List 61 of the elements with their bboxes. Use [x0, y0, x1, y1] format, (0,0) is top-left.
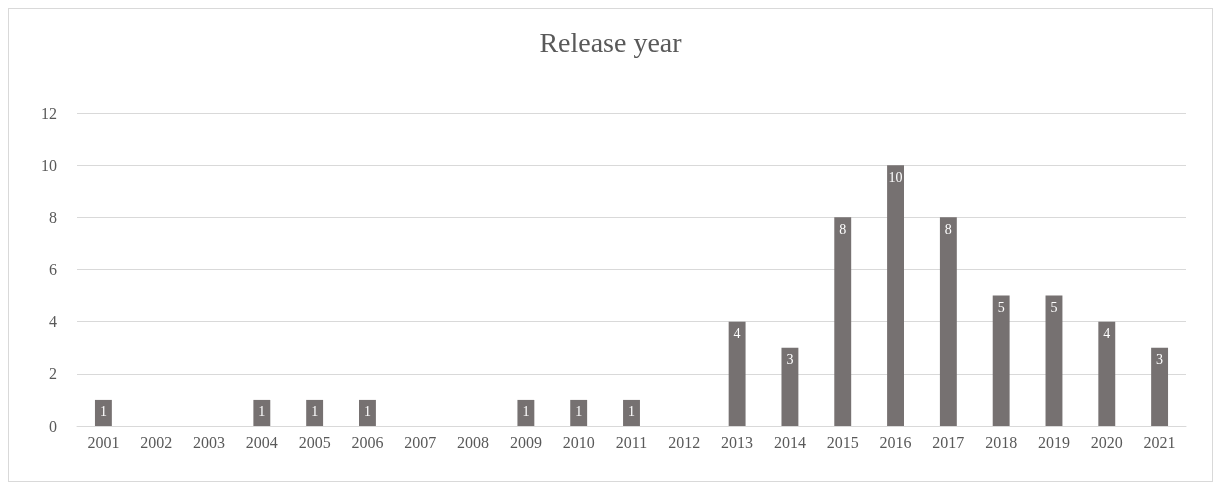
chart-title: Release year: [539, 26, 683, 58]
bar: [781, 347, 799, 426]
x-tick-label: 2006: [351, 433, 384, 451]
y-tick-label: 4: [49, 313, 57, 331]
x-tick-label: 2008: [457, 433, 490, 451]
data-label: 1: [311, 404, 319, 420]
y-tick-label: 10: [41, 156, 57, 174]
y-tick-label: 6: [49, 261, 57, 278]
data-label: 5: [1050, 300, 1058, 316]
bar: [992, 295, 1010, 426]
bar: [728, 321, 746, 426]
bar: [253, 399, 271, 426]
x-tick-label: 2002: [140, 433, 173, 451]
x-tick-label: 2003: [193, 433, 226, 451]
data-label: 1: [575, 404, 583, 420]
data-label: 1: [363, 404, 371, 420]
x-tick-label: 2004: [245, 433, 278, 451]
x-tick-label: 2012: [668, 433, 701, 451]
x-tick-label: 2005: [298, 433, 331, 451]
y-tick-label: 2: [49, 365, 57, 383]
data-label: 1: [258, 404, 266, 420]
bar: [623, 399, 640, 426]
bar: [887, 165, 904, 426]
x-tick-label: 2001: [87, 433, 120, 451]
x-tick-label: 2017: [932, 433, 965, 451]
bar: [1045, 295, 1063, 426]
data-label: 1: [628, 404, 635, 420]
data-label: 10: [888, 169, 903, 185]
bar: [939, 217, 957, 426]
data-label: 1: [99, 404, 107, 420]
x-tick-label: 2016: [879, 433, 912, 451]
x-tick-label: 2013: [721, 433, 754, 451]
y-tick-label: 12: [41, 104, 57, 122]
bar: [517, 399, 535, 426]
x-tick-label: 2014: [773, 433, 806, 451]
x-tick-label: 2010: [562, 433, 595, 451]
x-tick-label: 2007: [404, 433, 437, 451]
bar: [570, 399, 588, 426]
bar: [834, 217, 852, 426]
y-tick-label: 8: [49, 208, 57, 226]
y-tick-label: 0: [49, 417, 57, 435]
x-tick-label: 2015: [826, 433, 859, 451]
bar: [306, 399, 324, 426]
bar: [94, 399, 112, 426]
x-tick-label: 2018: [985, 433, 1018, 451]
x-tick-label: 2020: [1090, 433, 1123, 451]
data-label: 1: [522, 404, 530, 420]
data-label: 4: [733, 326, 741, 342]
data-label: 8: [944, 221, 952, 237]
x-tick-label: 2011: [615, 433, 648, 451]
x-tick-label: 2021: [1143, 433, 1176, 451]
bar: [1098, 321, 1116, 426]
data-label: 3: [786, 352, 794, 368]
x-tick-label: 2009: [509, 433, 542, 451]
x-tick-label: 2019: [1037, 433, 1070, 451]
bar: [359, 399, 376, 426]
bar: [1151, 347, 1169, 426]
data-label: 4: [1103, 326, 1111, 342]
data-label: 5: [997, 300, 1005, 316]
data-label: 8: [839, 221, 847, 237]
data-label: 3: [1156, 352, 1164, 368]
